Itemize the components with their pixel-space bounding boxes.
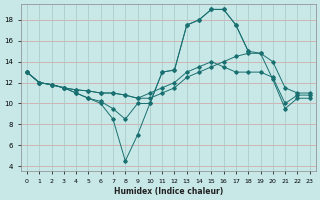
- X-axis label: Humidex (Indice chaleur): Humidex (Indice chaleur): [114, 187, 223, 196]
